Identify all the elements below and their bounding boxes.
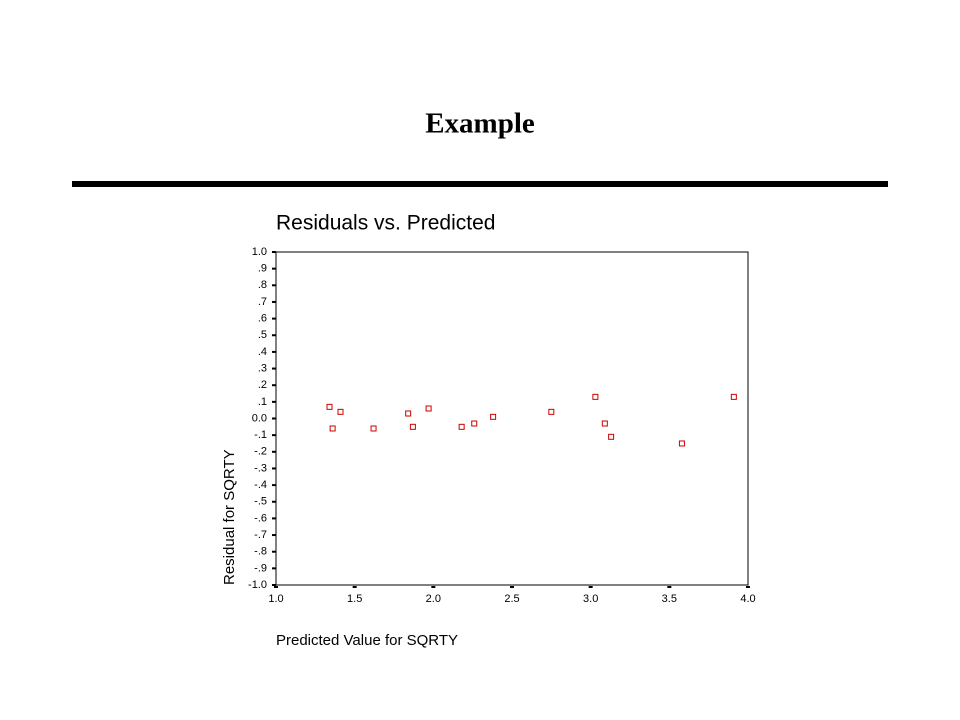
x-axis-label: Predicted Value for SQRTY <box>276 632 458 649</box>
point <box>409 423 416 430</box>
point <box>405 410 412 417</box>
y-tick-label: .2 <box>258 379 267 391</box>
x-tick-label: 2.5 <box>504 593 519 605</box>
point <box>490 413 497 420</box>
x-tick-label: 4.0 <box>740 593 755 605</box>
point <box>370 425 377 432</box>
point <box>326 403 333 410</box>
point <box>601 420 608 427</box>
y-tick-label: -.5 <box>254 496 267 508</box>
point <box>730 393 737 400</box>
x-tick-label: 3.0 <box>583 593 598 605</box>
y-tick-label: .6 <box>258 313 267 325</box>
point <box>425 405 432 412</box>
point <box>548 408 555 415</box>
y-tick-label: .5 <box>258 329 267 341</box>
y-tick-label: .3 <box>258 362 267 374</box>
y-tick-label: -.9 <box>254 562 267 574</box>
x-tick-label: 3.5 <box>662 593 677 605</box>
y-tick-label: -.4 <box>254 479 267 491</box>
point <box>337 408 344 415</box>
y-tick-label: 1.0 <box>252 246 267 258</box>
y-tick-label: -.1 <box>254 429 267 441</box>
point <box>458 423 465 430</box>
point <box>592 393 599 400</box>
y-tick-label: .8 <box>258 279 267 291</box>
y-tick-label: -.6 <box>254 512 267 524</box>
title-rule <box>72 181 888 187</box>
y-tick-label: -.7 <box>254 529 267 541</box>
y-tick-label: .9 <box>258 263 267 275</box>
y-tick-label: .1 <box>258 396 267 408</box>
slide-title: Example <box>425 108 535 140</box>
x-tick-label: 1.5 <box>347 593 362 605</box>
y-tick-label: -.2 <box>254 446 267 458</box>
plot-frame <box>275 251 749 586</box>
y-tick-label: -.3 <box>254 462 267 474</box>
y-tick-label: .4 <box>258 346 267 358</box>
y-tick-label: -.8 <box>254 546 267 558</box>
y-tick-label: .7 <box>258 296 267 308</box>
point <box>471 420 478 427</box>
chart-title: Residuals vs. Predicted <box>276 212 495 235</box>
y-tick-label: -1.0 <box>248 579 267 591</box>
y-tick-label: 0.0 <box>252 412 267 424</box>
point <box>678 440 685 447</box>
y-axis-label: Residual for SQRTY <box>221 449 238 585</box>
point <box>608 433 615 440</box>
x-tick-label: 2.0 <box>426 593 441 605</box>
point <box>329 425 336 432</box>
x-tick-label: 1.0 <box>268 593 283 605</box>
